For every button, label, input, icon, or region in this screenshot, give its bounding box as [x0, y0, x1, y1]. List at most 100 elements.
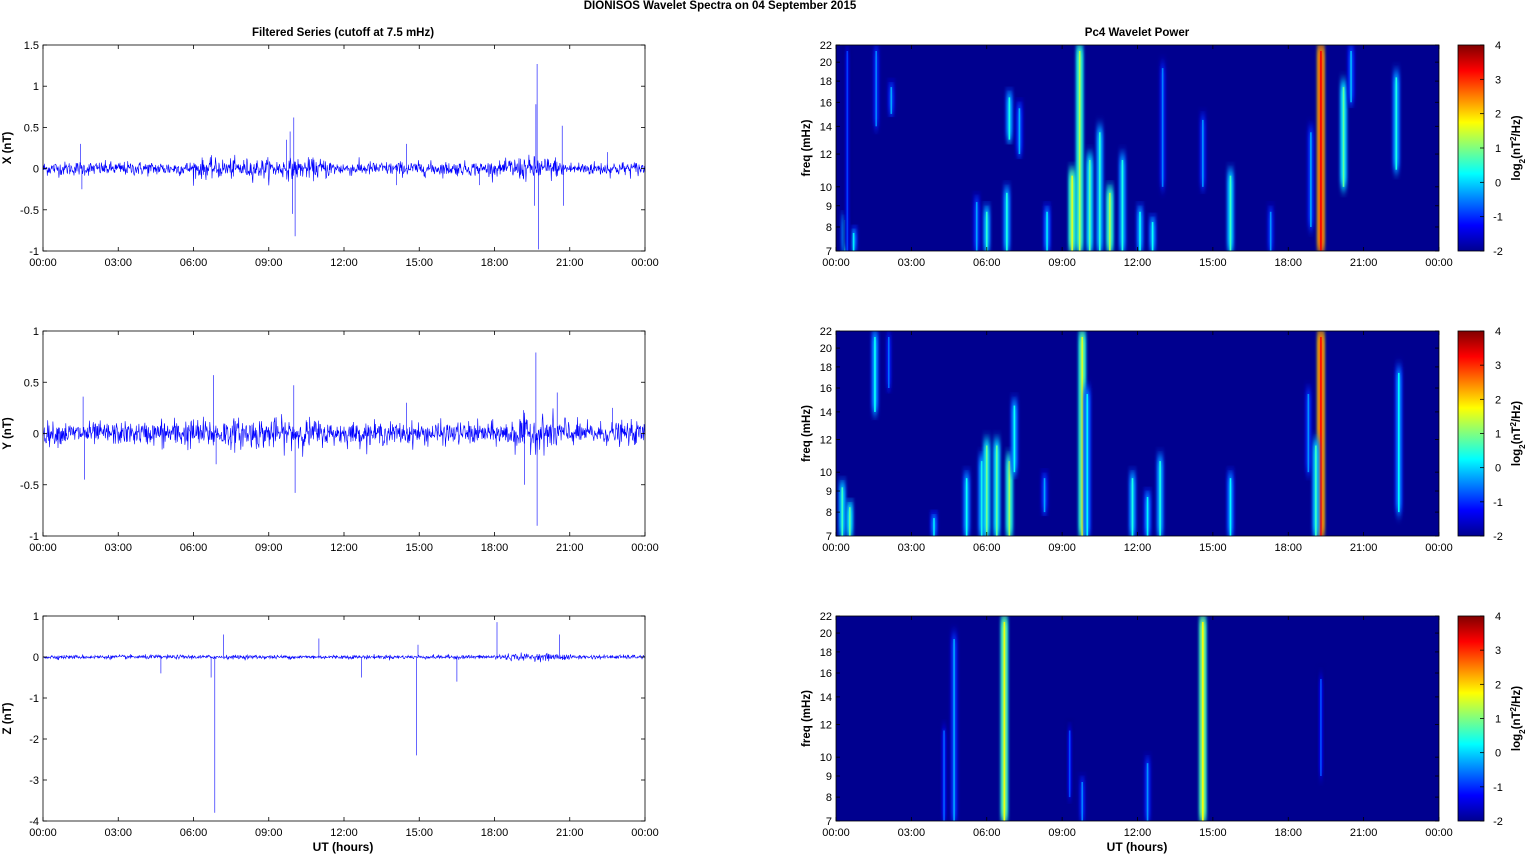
colorbar-tick-label: -1	[1493, 782, 1503, 794]
power-burst-core	[986, 446, 988, 536]
x-tick-label: 09:00	[255, 542, 283, 554]
colorbar-tick-label: -1	[1493, 212, 1503, 224]
x-tick-label: 21:00	[556, 542, 584, 554]
x-tick-label: 06:00	[180, 827, 208, 839]
power-burst-core	[1270, 212, 1272, 251]
plot-area	[43, 616, 645, 821]
x-tick-label: 00:00	[631, 542, 659, 554]
y-tick-label: 0	[33, 429, 39, 441]
colorbar-tick-label: 2	[1495, 109, 1501, 121]
x-tick-label: 00:00	[822, 542, 850, 554]
power-burst-core	[1109, 193, 1111, 251]
colorbar-tick-label: 0	[1495, 748, 1501, 760]
y-axis-label: freq (mHz)	[801, 405, 813, 462]
power-burst-core	[1147, 763, 1149, 821]
y-tick-label: 9	[826, 486, 832, 498]
power-burst-core	[1159, 461, 1161, 536]
plot-area	[43, 45, 645, 251]
power-burst-core	[874, 337, 876, 412]
y-tick-label: 0	[33, 164, 39, 176]
y-tick-label: 8	[826, 222, 832, 234]
colorbar-tick-label: 0	[1495, 463, 1501, 475]
y-tick-label: -1	[29, 693, 39, 705]
x-tick-label: 21:00	[1350, 827, 1378, 839]
colorbar-label: log2(nT2/Hz)	[1509, 686, 1525, 751]
power-burst-core	[1081, 782, 1083, 821]
power-burst-core	[1398, 373, 1400, 512]
y-tick-label: 8	[826, 507, 832, 519]
colorbar-tick-label: 3	[1495, 360, 1501, 372]
x-tick-label: 00:00	[631, 827, 659, 839]
right-column-title: Pc4 Wavelet Power	[1085, 27, 1190, 39]
power-burst-core	[1310, 132, 1312, 227]
power-burst-core	[1086, 394, 1088, 536]
power-burst-core	[1320, 337, 1322, 536]
x-tick-label: 15:00	[1199, 827, 1227, 839]
power-burst-core	[986, 212, 988, 251]
x-tick-label: 03:00	[104, 257, 132, 269]
y-tick-label: 12	[820, 435, 832, 447]
y-tick-label: 10	[820, 182, 832, 194]
y-tick-label: 22	[820, 611, 832, 623]
power-background	[836, 331, 1439, 536]
y-tick-label: -3	[29, 775, 39, 787]
y-tick-label: 10	[820, 752, 832, 764]
power-burst-core	[1320, 51, 1322, 251]
x-tick-label: 15:00	[405, 827, 433, 839]
y-tick-label: 16	[820, 97, 832, 109]
power-burst-core	[1122, 160, 1124, 251]
y-axis-label: Z (nT)	[2, 702, 14, 734]
power-burst-core	[1069, 731, 1071, 798]
colorbar-tick-label: 4	[1495, 326, 1501, 338]
power-burst-core	[1230, 478, 1232, 536]
x-axis-label-left: UT (hours)	[313, 840, 374, 854]
y-tick-label: 14	[820, 692, 832, 704]
power-burst-core	[1202, 120, 1204, 187]
x-tick-label: 09:00	[1048, 827, 1076, 839]
power-burst-core	[1071, 176, 1073, 251]
y-tick-label: 22	[820, 40, 832, 52]
y-tick-label: 16	[820, 668, 832, 680]
x-tick-label: 09:00	[255, 257, 283, 269]
x-tick-label: 18:00	[481, 542, 509, 554]
x-tick-label: 00:00	[822, 257, 850, 269]
y-tick-label: 18	[820, 76, 832, 88]
colorbar-label: log2(nT2/Hz)	[1509, 115, 1525, 180]
power-burst-core	[1099, 132, 1101, 251]
y-tick-label: 1.5	[24, 40, 39, 52]
x-tick-label: 09:00	[1048, 257, 1076, 269]
power-burst-core	[1202, 622, 1204, 821]
colorbar-tick-label: -2	[1493, 246, 1503, 258]
y-tick-label: 0.5	[24, 122, 39, 134]
y-axis-label: freq (mHz)	[801, 119, 813, 176]
x-tick-label: 03:00	[898, 827, 926, 839]
power-burst-core	[981, 461, 983, 536]
x-tick-label: 12:00	[1124, 542, 1152, 554]
power-burst-core	[1152, 222, 1154, 251]
x-tick-label: 21:00	[556, 827, 584, 839]
x-tick-label: 12:00	[330, 542, 358, 554]
power-burst-core	[996, 446, 998, 536]
x-tick-label: 18:00	[1274, 542, 1302, 554]
power-burst-core	[1014, 406, 1016, 473]
power-burst-core	[1081, 337, 1083, 536]
power-burst-core	[1009, 97, 1011, 139]
colorbar-tick-label: 4	[1495, 611, 1501, 623]
colorbar-tick-label: 2	[1495, 394, 1501, 406]
power-burst-core	[841, 487, 843, 536]
power-burst-core	[1004, 622, 1006, 821]
colorbar-tick-label: 1	[1495, 143, 1501, 155]
x-tick-label: 06:00	[973, 257, 1001, 269]
power-burst-core	[1006, 193, 1008, 251]
colorbar-label: log2(nT2/Hz)	[1509, 401, 1525, 466]
y-tick-label: 18	[820, 362, 832, 374]
power-burst-core	[1395, 77, 1397, 169]
x-tick-label: 00:00	[29, 827, 57, 839]
power-burst-core	[875, 51, 877, 126]
colorbar-tick-label: 0	[1495, 177, 1501, 189]
power-burst-core	[1343, 87, 1345, 187]
power-burst-core	[1147, 497, 1149, 536]
y-tick-label: 18	[820, 647, 832, 659]
